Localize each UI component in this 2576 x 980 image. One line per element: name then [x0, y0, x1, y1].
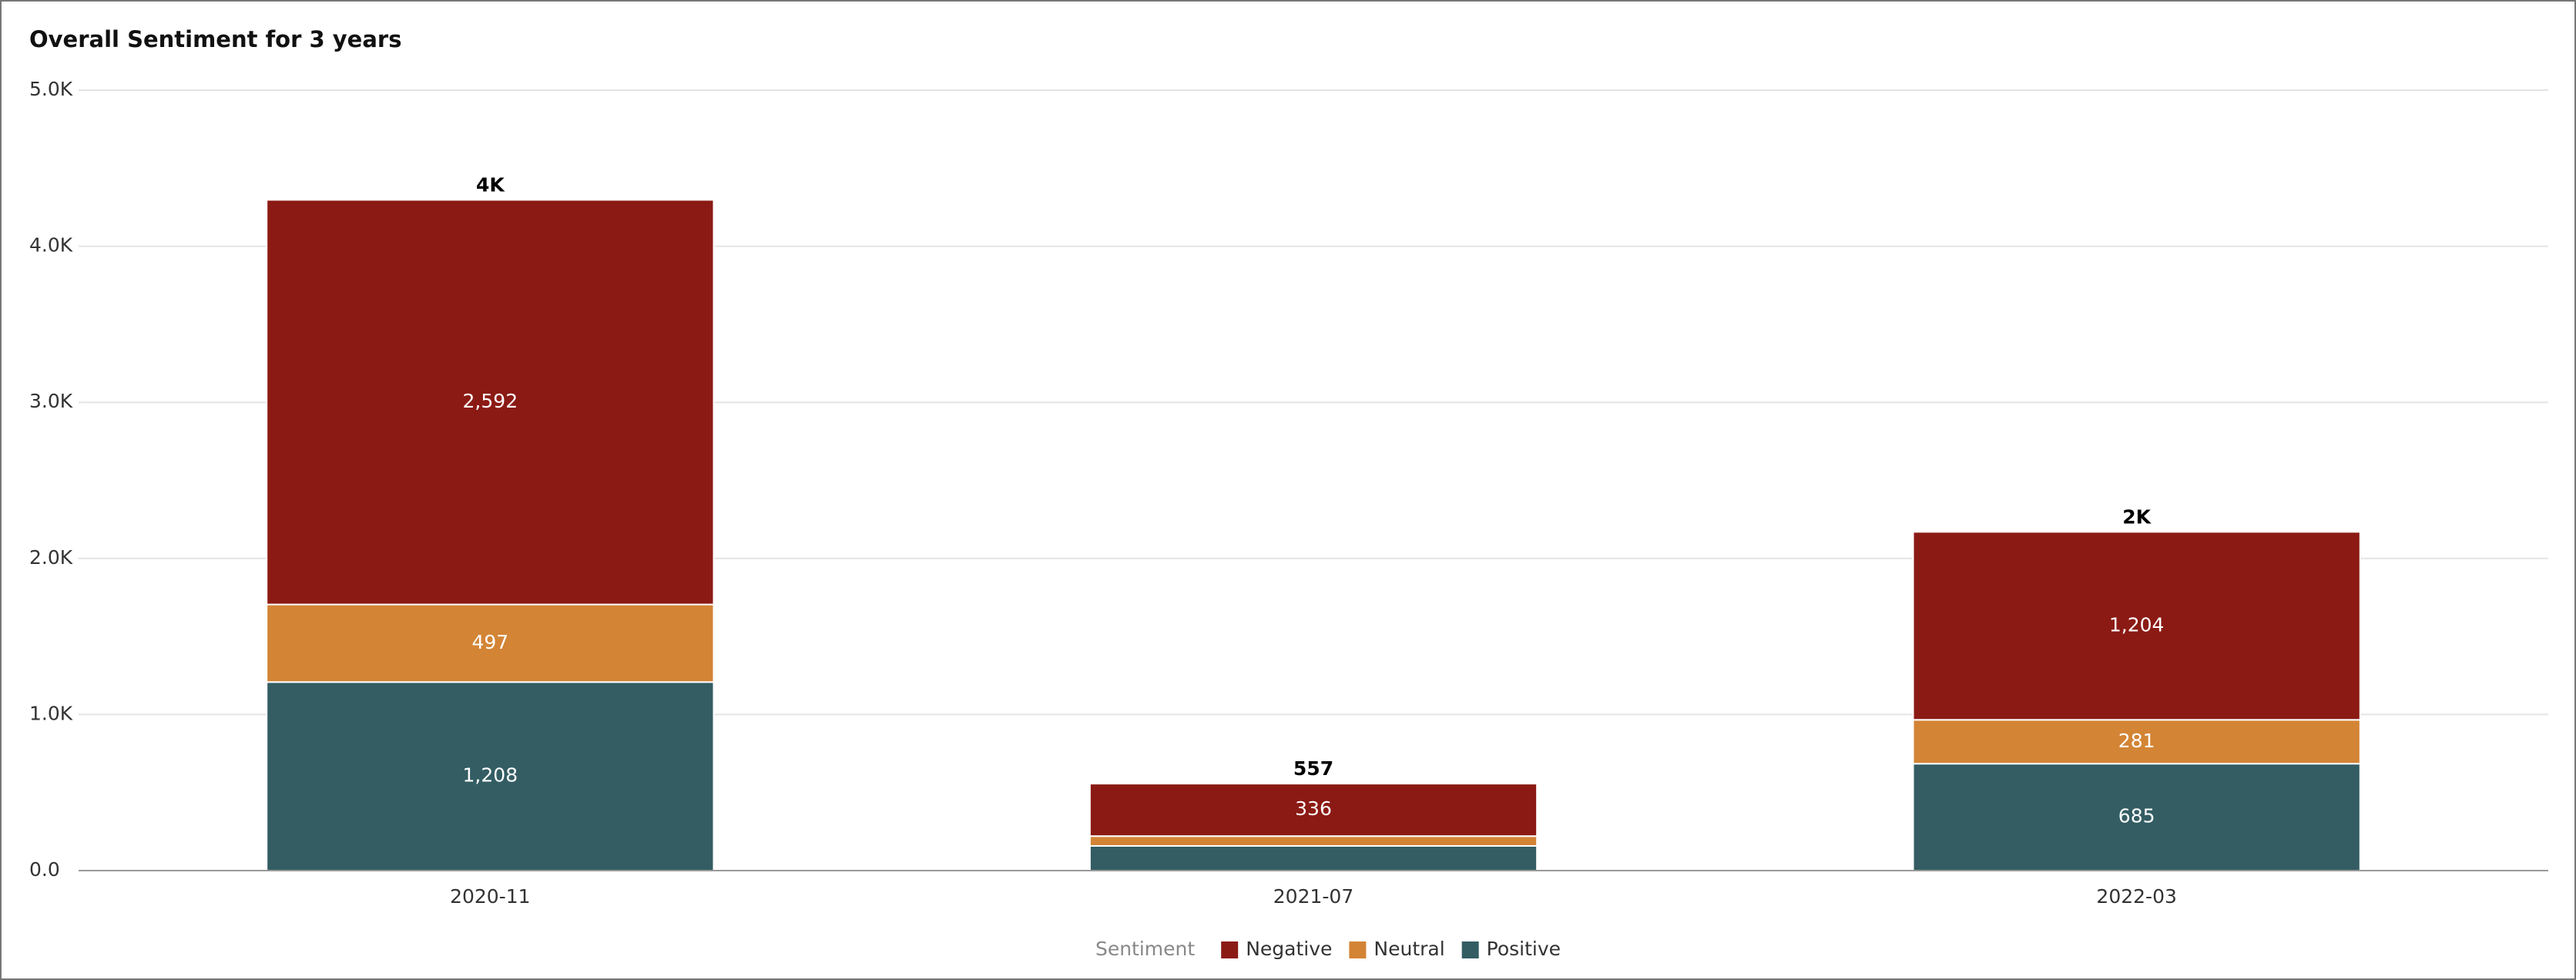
- legend-label: Positive: [1487, 938, 1561, 960]
- bar-segment: [1912, 531, 2361, 721]
- y-tick-label: 5.0K: [29, 78, 73, 100]
- chart-title: Overall Sentiment for 3 years: [29, 26, 401, 52]
- legend-swatch: [1349, 941, 1367, 958]
- value-label: 1,208: [463, 764, 518, 787]
- legend-label: Negative: [1246, 938, 1332, 960]
- bar-segment: [1088, 844, 1538, 872]
- legend-title: Sentiment: [1095, 938, 1195, 960]
- bar-segment: [266, 681, 715, 872]
- y-tick-label: 4.0K: [29, 234, 73, 257]
- x-tick-label: 2020-11: [450, 885, 530, 908]
- value-label: 336: [1295, 797, 1332, 820]
- y-tick-label: 3.0K: [29, 390, 73, 412]
- value-label: 685: [2118, 805, 2155, 827]
- bar-segment: [1912, 763, 2361, 871]
- bar-segment: [1088, 783, 1538, 837]
- x-tick-label: 2022-03: [2096, 885, 2176, 908]
- value-label: 2,592: [463, 390, 518, 412]
- bar-segment: [1088, 835, 1538, 847]
- value-label: 497: [471, 631, 508, 653]
- value-label: 281: [2118, 730, 2155, 752]
- legend-swatch: [1461, 941, 1479, 958]
- bar-segment: [1912, 719, 2361, 765]
- bar-segment: [266, 199, 715, 606]
- y-tick-label: 0.0: [29, 858, 60, 881]
- y-tick-label: 2.0K: [29, 546, 73, 569]
- total-label: 2K: [2122, 505, 2152, 528]
- total-label: 557: [1293, 757, 1333, 780]
- y-tick-label: 1.0K: [29, 702, 73, 724]
- total-label: 4K: [476, 173, 505, 196]
- legend-label: Neutral: [1374, 938, 1444, 960]
- value-label: 1,204: [2109, 613, 2165, 636]
- legend-swatch: [1221, 941, 1239, 958]
- bar-segment: [266, 603, 715, 683]
- x-tick-label: 2021-07: [1273, 885, 1353, 908]
